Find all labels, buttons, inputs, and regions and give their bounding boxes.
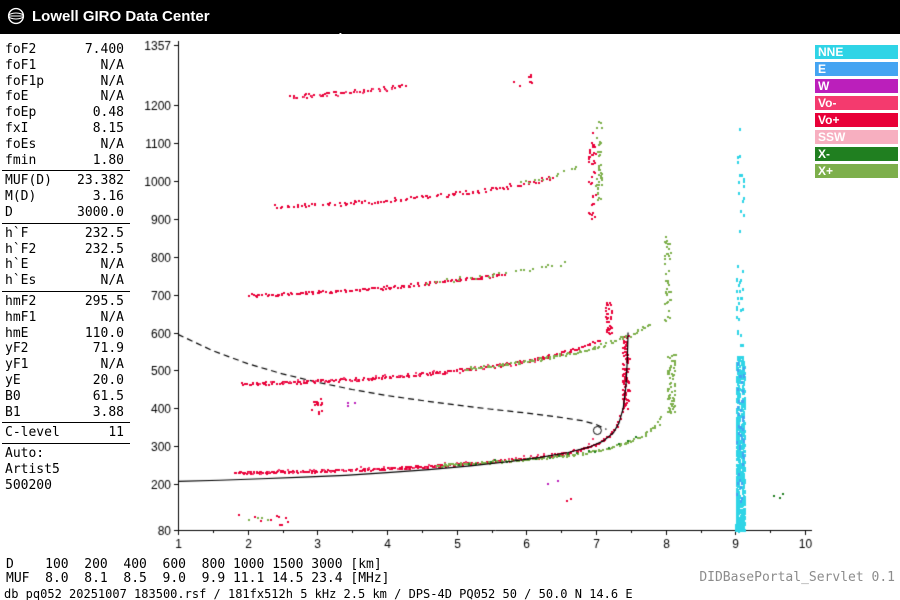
param-row-b0: B0 61.5 xyxy=(5,388,124,404)
param-row-hmf2: hmF2 295.5 xyxy=(5,293,124,309)
legend-item-vo+: Vo+ xyxy=(815,113,898,127)
param-row-foep: foEp 0.48 xyxy=(5,105,124,121)
param-row-hmf1: hmF1 N/A xyxy=(5,309,124,325)
param-row-foes: foEs N/A xyxy=(5,136,124,152)
giro-logo-icon xyxy=(7,7,25,25)
legend-item-e: E xyxy=(815,62,898,76)
param-row-hf2: h`F2 232.5 xyxy=(5,241,124,257)
param-row-yf2: yF2 71.9 xyxy=(5,341,124,357)
param-row-fof1: foF1 N/A xyxy=(5,57,124,73)
legend-item-vo-: Vo- xyxy=(815,96,898,110)
param-row-d: D 3000.0 xyxy=(5,204,124,220)
param-row-fxi: fxI 8.15 xyxy=(5,120,124,136)
param-row-mufd: MUF(D) 23.382 xyxy=(5,173,124,189)
param-row-b1: B1 3.88 xyxy=(5,404,124,420)
muf-row: MUF 8.0 8.1 8.5 9.0 9.9 11.1 14.5 23.4 [… xyxy=(6,571,390,586)
header-bar: Lowell GIRO Data Center Station YYYY DAY… xyxy=(0,0,900,93)
param-row-fmin: fmin 1.80 xyxy=(5,152,124,168)
param-row-fof1p: foF1p N/A xyxy=(5,73,124,89)
legend-item-w: W xyxy=(815,79,898,93)
brand-title: Lowell GIRO Data Center xyxy=(32,7,210,25)
ionogram-plot xyxy=(140,38,814,554)
legend-item-x-: X- xyxy=(815,147,898,161)
param-row-500200: 500200 xyxy=(5,477,52,493)
distance-row: D 100 200 400 600 800 1000 1500 3000 [km… xyxy=(6,557,382,572)
legend-item-x+: X+ xyxy=(815,164,898,178)
param-row-yf1: yF1 N/A xyxy=(5,357,124,373)
measurement-info: db pq052 20251007 183500.rsf / 181fx512h… xyxy=(4,587,633,600)
direction-legend: NNE E W Vo- Vo+ SSW X- X+ xyxy=(815,45,898,181)
param-row-auto: Auto: xyxy=(5,446,45,462)
giro-brand: Lowell GIRO Data Center xyxy=(7,7,210,25)
param-row-hes: h`Es N/A xyxy=(5,273,124,289)
param-row-hf: h`F 232.5 xyxy=(5,225,124,241)
param-row-md: M(D) 3.16 xyxy=(5,189,124,205)
param-row-ye: yE 20.0 xyxy=(5,372,124,388)
legend-item-ssw: SSW xyxy=(815,130,898,144)
param-row-artist5: Artist5 xyxy=(5,461,60,477)
param-row-he: h`E N/A xyxy=(5,257,124,273)
param-row-clevel: C-level 11 xyxy=(5,425,124,441)
param-row-foe: foE N/A xyxy=(5,89,124,105)
param-row-hme: hmE 110.0 xyxy=(5,325,124,341)
parameter-panel: foF2 7.400 foF1 N/A foF1p N/A foE N/A foEp 0.48 fx… xyxy=(2,40,130,496)
legend-item-nne: NNE xyxy=(815,45,898,59)
servlet-version: DIDBasePortal_Servlet 0.1 xyxy=(699,570,895,585)
param-row-fof2: foF2 7.400 xyxy=(5,42,124,57)
